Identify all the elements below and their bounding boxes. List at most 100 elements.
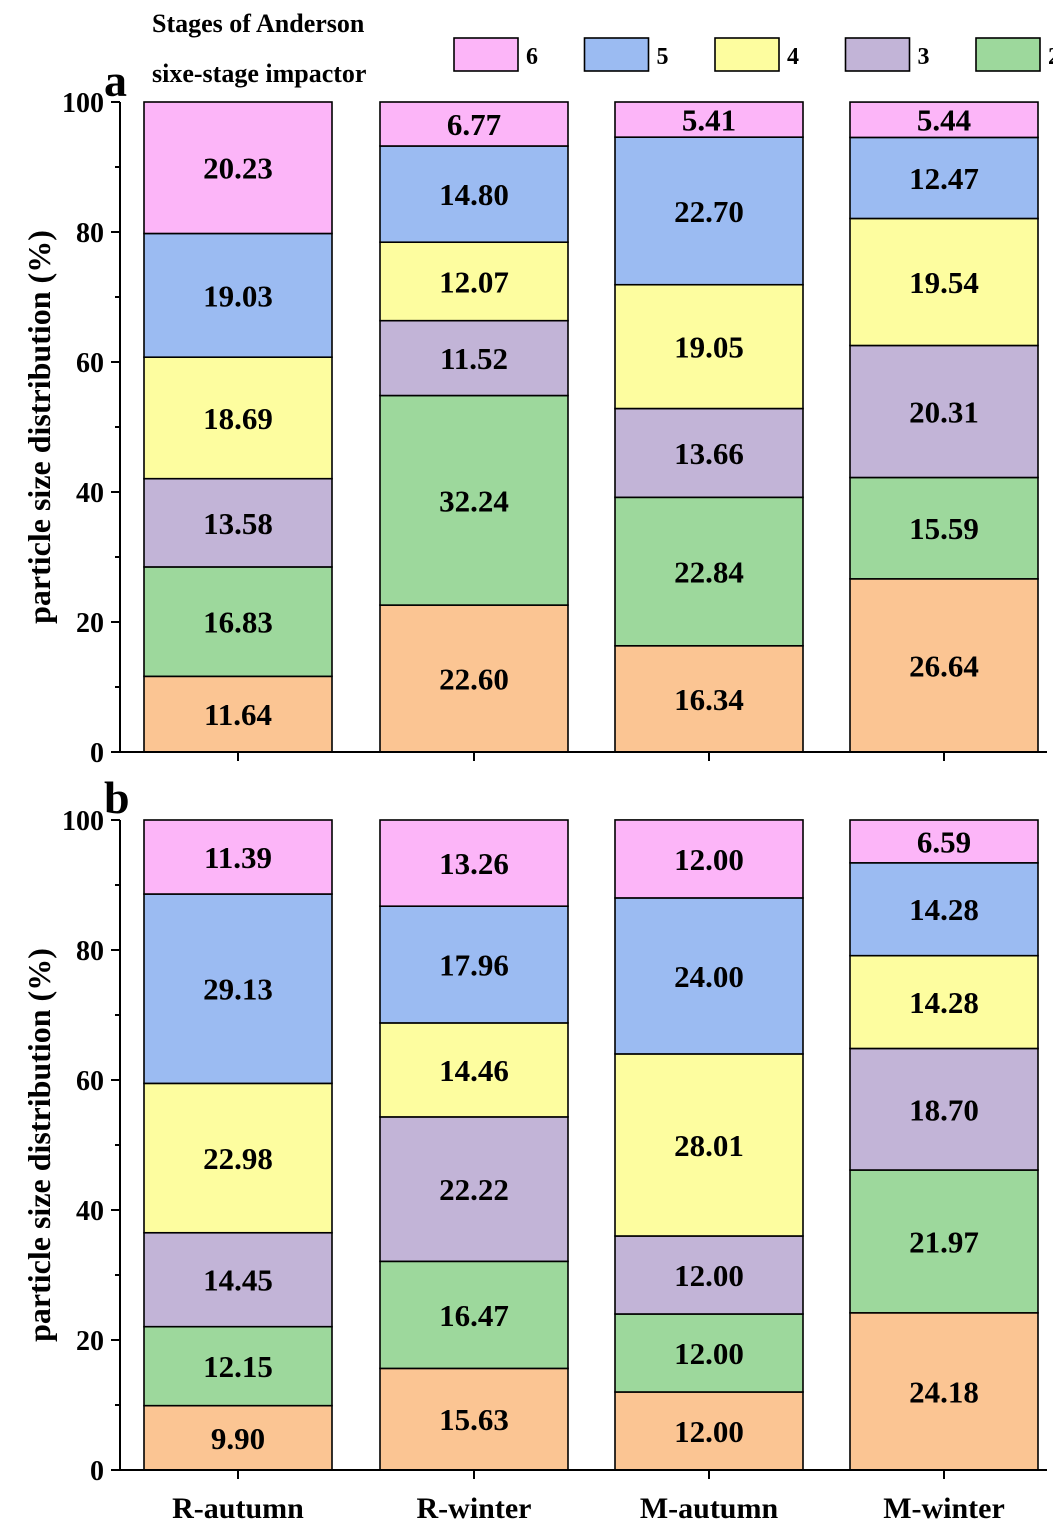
bar-segment-a-M-winter-stage-2 <box>849 476 1039 580</box>
y-tick-label-a-100: 100 <box>62 88 104 119</box>
bar-segment-a-M-autumn-stage-3 <box>614 407 804 499</box>
y-tick-label-a-20: 20 <box>76 608 104 639</box>
panel-label-a: a <box>104 55 127 106</box>
bar-segment-b-R-autumn-stage-6 <box>143 819 333 895</box>
bar-segment-b-M-autumn-stage-5 <box>614 897 804 1055</box>
x-tick-label-b-R-winter: R-winter <box>417 1492 532 1525</box>
y-tick-label-a-60: 60 <box>76 348 104 379</box>
bar-segment-a-R-winter-stage-4 <box>379 241 569 322</box>
legend: Stages of Anderson sixe-stage impactor 6… <box>152 9 1053 88</box>
legend-swatch-6 <box>453 37 519 72</box>
legend-swatch-5 <box>583 37 650 72</box>
data-label-b-R-winter-stage-6: 13.26 <box>439 846 509 881</box>
y-tick-label-b-0: 0 <box>90 1456 104 1487</box>
bar-segment-b-R-autumn-stage-1 <box>143 1404 333 1471</box>
data-label-a-M-autumn-stage-4: 19.05 <box>674 330 744 365</box>
bar-segment-a-R-winter-stage-6 <box>379 101 569 147</box>
legend-items: 654321 <box>453 37 1053 72</box>
data-label-a-R-autumn-stage-1: 11.64 <box>204 697 272 732</box>
bar-segment-b-R-winter-stage-4 <box>379 1022 569 1118</box>
bar-segment-b-M-winter-stage-4 <box>849 954 1039 1050</box>
data-label-b-M-autumn-stage-2: 12.00 <box>674 1336 744 1371</box>
legend-swatch-4 <box>714 37 780 72</box>
bar-segment-a-M-winter-stage-6 <box>849 101 1039 139</box>
bar-segment-a-M-winter-stage-3 <box>849 344 1039 479</box>
data-label-a-R-autumn-stage-6: 20.23 <box>203 151 273 186</box>
bar-segment-b-R-winter-stage-3 <box>379 1116 569 1263</box>
panel-a: a particle size distribution (%) 11.64 16… <box>21 55 1047 769</box>
bar-segment-a-R-winter-stage-3 <box>379 319 569 397</box>
bar-segment-a-R-autumn-stage-4 <box>143 356 333 480</box>
bar-segment-a-M-autumn-stage-4 <box>614 283 804 410</box>
y-axis-label-b: particle size distribution (%) <box>21 948 57 1342</box>
data-label-b-R-winter-stage-1: 15.63 <box>439 1402 509 1437</box>
data-label-b-M-winter-stage-3: 18.70 <box>909 1092 979 1127</box>
data-label-b-R-winter-stage-4: 14.46 <box>439 1053 509 1088</box>
legend-label-2: 2 <box>1048 44 1053 70</box>
data-label-b-R-winter-stage-3: 22.22 <box>439 1172 509 1207</box>
data-label-a-R-autumn-stage-2: 16.83 <box>203 605 273 640</box>
y-tick-label-a-80: 80 <box>76 218 104 249</box>
y-axis-label-a: particle size distribution (%) <box>21 230 57 624</box>
data-label-a-R-winter-stage-2: 32.24 <box>439 483 509 518</box>
data-label-a-M-autumn-stage-1: 16.34 <box>674 682 744 717</box>
data-label-a-R-autumn-stage-5: 19.03 <box>203 278 273 313</box>
data-label-b-M-winter-stage-5: 14.28 <box>909 892 979 927</box>
legend-swatch-2 <box>975 37 1041 72</box>
data-label-a-M-winter-stage-4: 19.54 <box>909 265 979 300</box>
data-label-a-R-winter-stage-5: 14.80 <box>439 177 509 212</box>
bar-segment-a-R-winter-stage-5 <box>379 145 569 244</box>
x-tick-label-b-R-autumn: R-autumn <box>172 1492 304 1525</box>
y-tick-label-b-20: 20 <box>76 1326 104 1357</box>
data-label-a-M-winter-stage-1: 26.64 <box>909 648 979 683</box>
bar-segment-b-M-autumn-stage-1 <box>614 1391 804 1471</box>
bars-b: 9.90 12.15 14.45 22.98 29.13 11.39 15.63 16.47 2… <box>143 819 1039 1471</box>
data-label-b-R-autumn-stage-3: 14.45 <box>203 1263 273 1298</box>
bar-segment-a-M-winter-stage-1 <box>849 578 1039 753</box>
x-tick-label-b-M-autumn: M-autumn <box>640 1492 779 1525</box>
panel-b: b particle size distribution (%) 9.90 12.… <box>21 772 1047 1525</box>
bar-segment-a-M-autumn-stage-5 <box>614 136 804 286</box>
data-label-b-M-winter-stage-4: 14.28 <box>909 985 979 1020</box>
data-label-b-R-autumn-stage-5: 29.13 <box>203 972 273 1007</box>
bar-segment-a-R-autumn-stage-1 <box>143 675 333 753</box>
bar-segment-b-R-winter-stage-1 <box>379 1367 569 1471</box>
panel-label-b: b <box>104 772 130 823</box>
bar-segment-b-R-autumn-stage-3 <box>143 1231 333 1328</box>
bar-segment-b-R-winter-stage-2 <box>379 1260 569 1370</box>
data-label-b-R-autumn-stage-6: 11.39 <box>204 840 272 875</box>
data-label-a-M-autumn-stage-3: 13.66 <box>674 436 744 471</box>
bar-segment-a-R-autumn-stage-2 <box>143 566 333 678</box>
data-label-a-M-autumn-stage-5: 22.70 <box>674 194 744 229</box>
data-label-b-R-winter-stage-5: 17.96 <box>439 948 509 983</box>
data-label-b-M-winter-stage-2: 21.97 <box>909 1224 979 1259</box>
data-label-b-R-autumn-stage-4: 22.98 <box>203 1141 273 1176</box>
y-tick-label-b-60: 60 <box>76 1066 104 1097</box>
bar-segment-b-M-autumn-stage-2 <box>614 1313 804 1393</box>
bar-segment-b-R-winter-stage-6 <box>379 819 569 907</box>
data-label-b-M-autumn-stage-5: 24.00 <box>674 959 744 994</box>
data-label-a-M-winter-stage-2: 15.59 <box>909 511 979 546</box>
data-label-a-M-autumn-stage-2: 22.84 <box>674 555 744 590</box>
data-label-b-R-autumn-stage-2: 12.15 <box>203 1349 273 1384</box>
data-label-a-R-winter-stage-3: 11.52 <box>440 341 508 376</box>
legend-swatch-3 <box>844 37 911 72</box>
data-label-a-M-winter-stage-5: 12.47 <box>909 161 979 196</box>
data-label-a-R-winter-stage-4: 12.07 <box>439 264 509 299</box>
y-tick-label-b-40: 40 <box>76 1196 104 1227</box>
legend-label-3: 3 <box>918 44 930 70</box>
data-label-b-M-autumn-stage-3: 12.00 <box>674 1258 744 1293</box>
data-label-a-R-winter-stage-1: 22.60 <box>439 662 509 697</box>
data-label-a-M-winter-stage-6: 5.44 <box>917 103 971 138</box>
y-tick-label-b-80: 80 <box>76 936 104 967</box>
y-tick-label-a-0: 0 <box>90 738 104 769</box>
bar-segment-a-R-winter-stage-2 <box>379 394 569 606</box>
data-label-b-R-winter-stage-2: 16.47 <box>439 1298 509 1333</box>
y-tick-label-a-40: 40 <box>76 478 104 509</box>
bar-segment-a-M-autumn-stage-1 <box>614 644 804 753</box>
data-label-a-M-winter-stage-3: 20.31 <box>909 394 979 429</box>
legend-title-line2: sixe-stage impactor <box>152 59 366 88</box>
legend-label-6: 6 <box>526 44 538 70</box>
data-label-b-M-winter-stage-6: 6.59 <box>917 824 971 859</box>
